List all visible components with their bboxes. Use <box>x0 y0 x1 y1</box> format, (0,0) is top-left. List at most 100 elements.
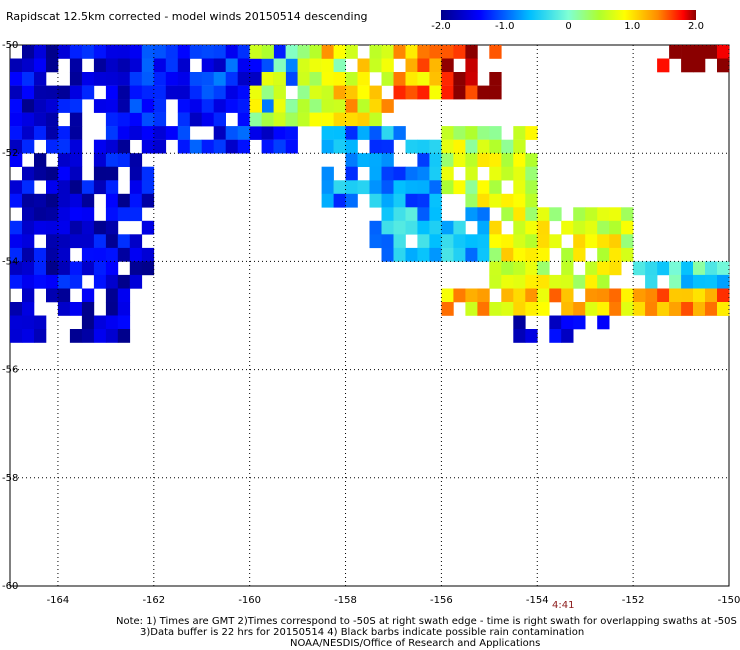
data-cell <box>285 126 298 140</box>
data-cell <box>417 207 430 222</box>
data-cell <box>237 112 250 127</box>
longitude-labels: -164 -162 -160 -158 -156 -154 -152 -150 <box>47 595 740 606</box>
data-cell <box>669 274 682 289</box>
data-cell <box>333 193 346 208</box>
data-cell <box>273 112 286 127</box>
data-cell <box>10 139 23 154</box>
data-cell <box>117 207 131 222</box>
data-cell <box>105 166 119 181</box>
data-cell <box>261 45 274 59</box>
note-line-1: Note: 1) Times are GMT 2)Times correspon… <box>116 616 737 627</box>
data-cell <box>10 329 23 343</box>
data-cell <box>69 112 83 127</box>
data-cell <box>225 72 238 86</box>
data-cell <box>549 329 562 343</box>
data-cell <box>69 207 83 222</box>
data-cell <box>141 220 155 235</box>
data-cell <box>153 126 167 140</box>
data-cell <box>525 207 538 222</box>
data-cell <box>441 139 454 154</box>
data-cell <box>22 112 35 127</box>
colorbar <box>441 10 696 20</box>
data-cell <box>22 72 35 86</box>
data-cell <box>393 180 406 195</box>
data-cell <box>165 85 179 100</box>
data-cell <box>465 288 478 303</box>
data-cell <box>237 72 250 86</box>
data-cell <box>381 166 394 181</box>
data-cell <box>465 126 478 140</box>
data-cell <box>573 220 586 235</box>
data-cell <box>429 58 442 73</box>
data-cell <box>141 261 155 276</box>
data-cell <box>489 166 502 181</box>
data-cell <box>249 58 262 73</box>
data-cell <box>477 247 490 262</box>
data-cell <box>213 58 226 73</box>
data-cell <box>93 329 107 343</box>
longitude-label: -162 <box>142 595 165 606</box>
data-cell <box>81 220 95 235</box>
data-cell <box>705 274 718 289</box>
data-cell <box>261 85 274 100</box>
data-cell <box>597 274 610 289</box>
data-cell <box>10 153 23 167</box>
data-cell <box>717 274 730 289</box>
data-cell <box>22 247 35 262</box>
data-cell <box>81 261 95 276</box>
data-cell <box>525 302 538 316</box>
data-cell <box>609 207 622 222</box>
data-cell <box>525 180 538 195</box>
latitude-labels: -50 -52 -54 -56 -58 -60 <box>2 40 18 592</box>
data-cell <box>22 302 35 316</box>
data-cell <box>10 126 23 140</box>
data-cell <box>237 126 250 140</box>
data-cell <box>369 193 382 208</box>
data-cell <box>501 247 514 262</box>
data-cell <box>585 274 598 289</box>
data-cell <box>429 85 442 100</box>
data-cell <box>105 315 119 330</box>
data-cell <box>34 274 47 289</box>
data-cell <box>10 58 23 73</box>
data-cell <box>573 247 586 262</box>
longitude-label: -164 <box>47 595 70 606</box>
data-cell <box>105 234 119 249</box>
data-cell <box>105 288 119 303</box>
data-cell <box>669 288 682 303</box>
data-cell <box>285 112 298 127</box>
data-cell <box>321 45 334 59</box>
data-cell <box>129 99 143 113</box>
data-cell <box>477 153 490 167</box>
data-cell <box>477 288 490 303</box>
data-cell <box>477 302 490 316</box>
data-cell <box>93 180 107 195</box>
data-cell <box>117 72 131 86</box>
data-cell <box>489 274 502 289</box>
data-cell <box>417 153 430 167</box>
data-cell <box>225 45 238 59</box>
data-cell <box>345 72 358 86</box>
data-cell <box>22 315 35 330</box>
data-cell <box>129 166 143 181</box>
data-cell <box>381 247 394 262</box>
data-cell <box>693 45 706 59</box>
data-cell <box>129 274 143 289</box>
data-cell <box>357 112 370 127</box>
data-cell <box>129 261 143 276</box>
data-cell <box>249 112 262 127</box>
data-cell <box>381 139 394 154</box>
data-cell <box>453 220 466 235</box>
note-line-2: 3)Data buffer is 22 hrs for 20150514 4) … <box>140 627 585 638</box>
data-cell <box>345 153 358 167</box>
data-cell <box>597 302 610 316</box>
data-cell <box>465 166 478 181</box>
data-cell <box>501 234 514 249</box>
data-cell <box>681 302 694 316</box>
data-cell <box>273 126 286 140</box>
data-cell <box>22 261 35 276</box>
data-cell <box>129 193 143 208</box>
data-cell <box>10 247 23 262</box>
data-cell <box>141 99 155 113</box>
data-cell <box>609 220 622 235</box>
